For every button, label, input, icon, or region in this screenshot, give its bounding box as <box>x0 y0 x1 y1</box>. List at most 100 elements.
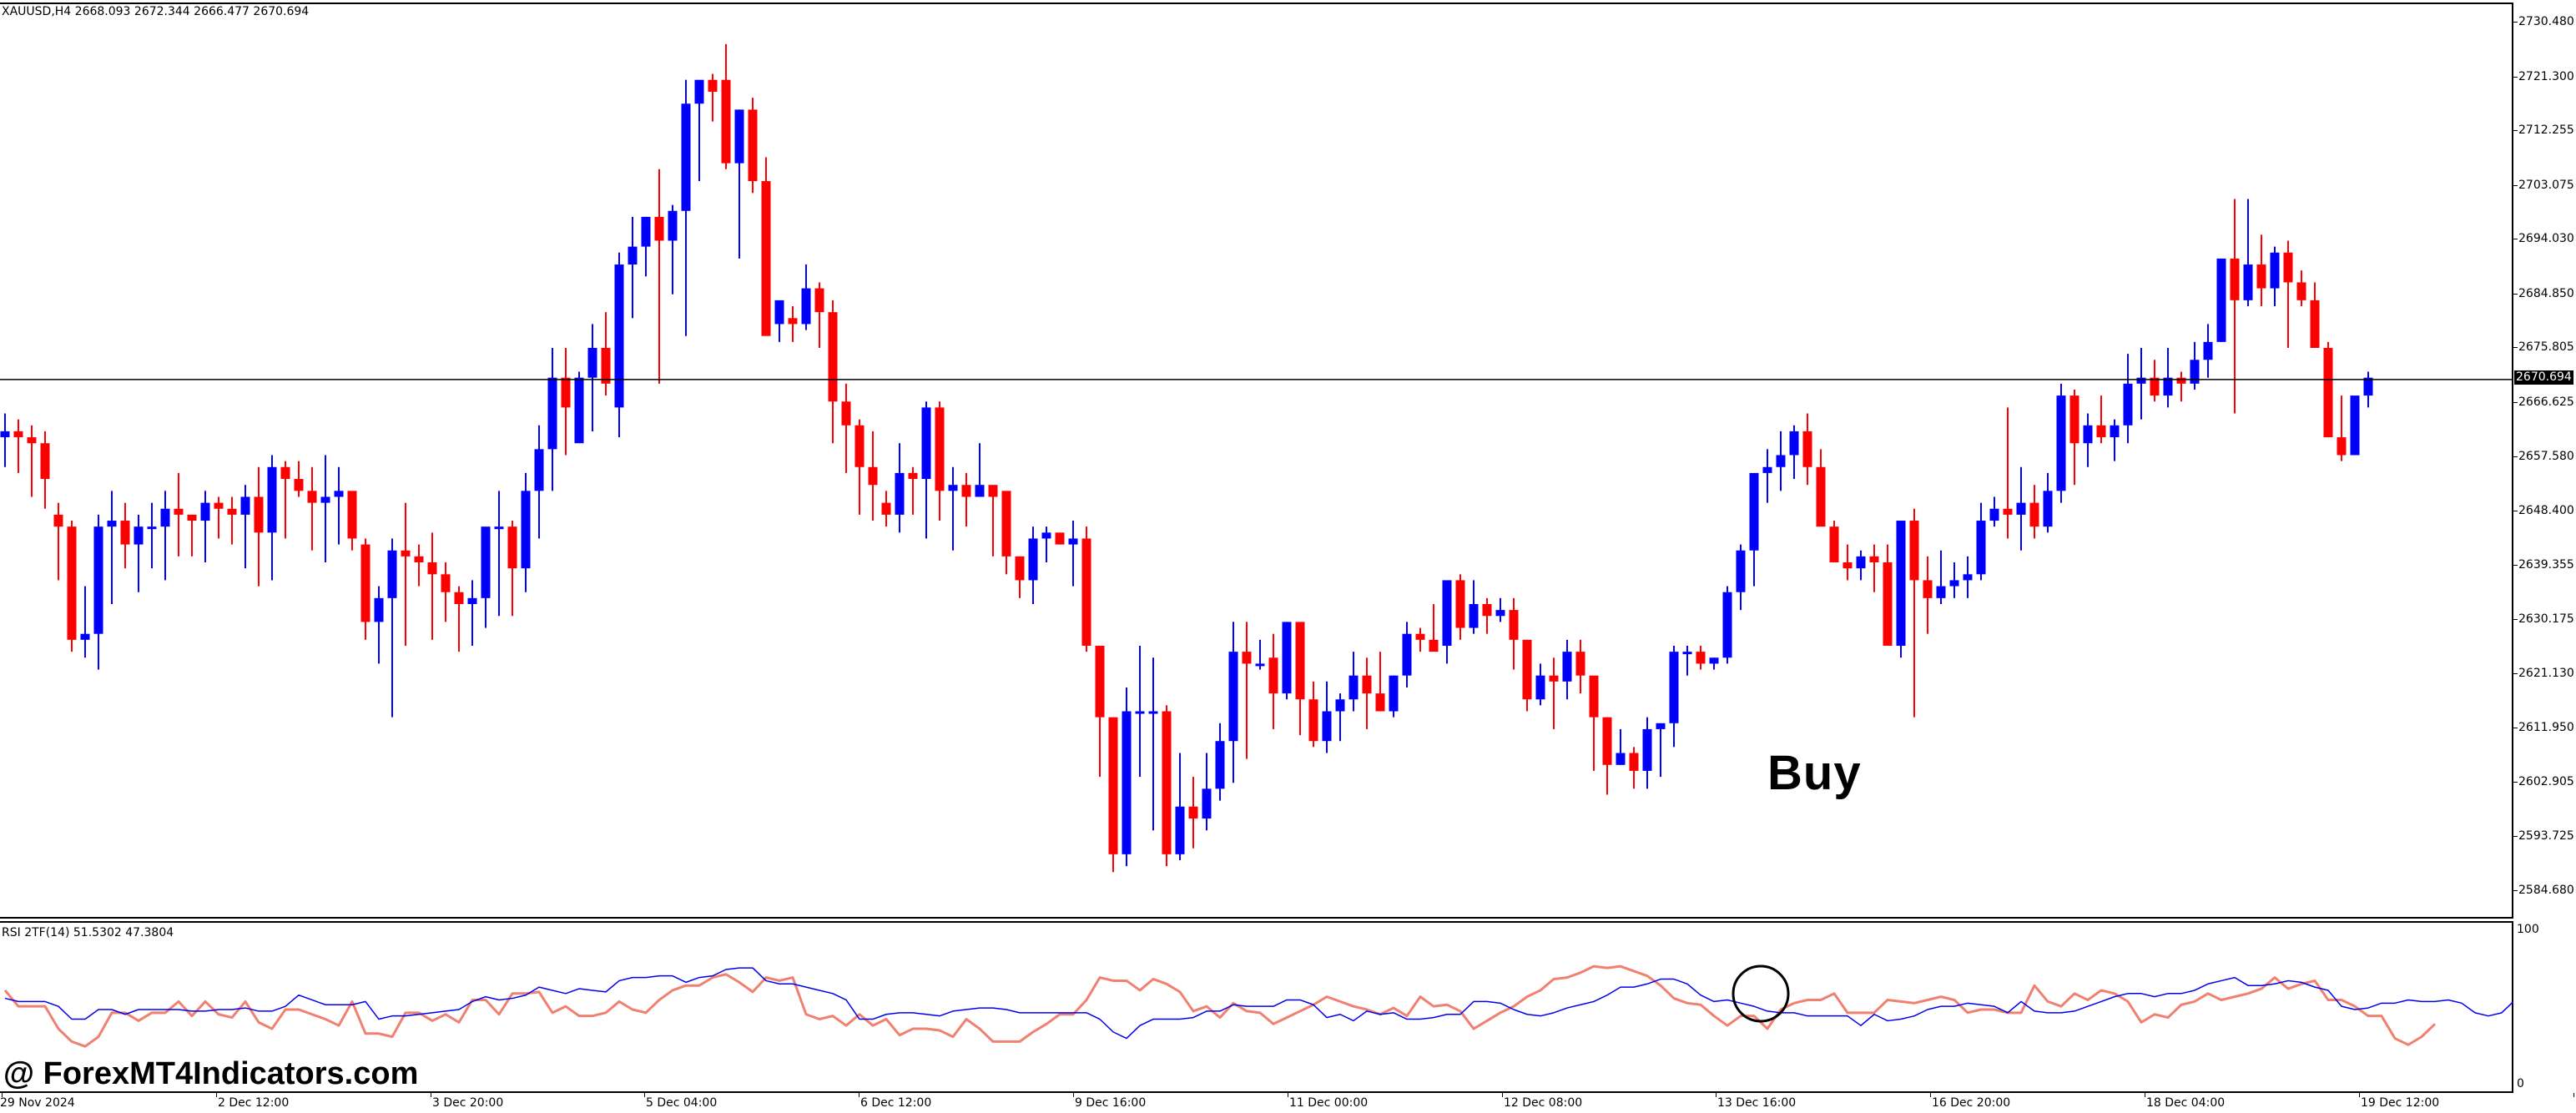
bearish-candle <box>2029 502 2039 527</box>
bullish-candle <box>1856 556 1866 569</box>
price-tick-label: 2657.580 <box>2518 449 2574 463</box>
bullish-candle <box>1963 574 1973 581</box>
bullish-candle <box>80 633 90 640</box>
bearish-candle <box>67 526 77 640</box>
time-tick-mark <box>644 1093 645 1097</box>
bearish-candle <box>2003 508 2013 515</box>
bearish-candle <box>708 79 718 92</box>
bullish-candle <box>1709 657 1719 664</box>
rsi-line-chart <box>3 964 2513 1048</box>
current-price-tag: 2670.694 <box>2514 370 2573 385</box>
bullish-candle <box>200 502 210 521</box>
bearish-candle <box>868 466 878 486</box>
bullish-candle <box>467 597 477 604</box>
bearish-candle <box>1375 693 1385 712</box>
bearish-candle <box>908 472 918 480</box>
price-tick-label: 2611.950 <box>2518 721 2574 735</box>
bearish-candle <box>1242 652 1252 664</box>
bearish-candle <box>748 109 758 182</box>
bullish-candle <box>2203 341 2213 360</box>
price-tick-label: 2730.480 <box>2518 15 2574 28</box>
bullish-candle <box>1789 431 1799 456</box>
bearish-candle <box>454 592 464 604</box>
time-tick-label: 5 Dec 04:00 <box>646 1096 718 1110</box>
rsi-indicator-panel[interactable] <box>0 921 2513 1093</box>
bearish-candle <box>27 437 37 444</box>
bullish-candle <box>387 550 397 598</box>
time-tick-label: 29 Nov 2024 <box>0 1096 75 1110</box>
time-tick-label: 11 Dec 00:00 <box>1289 1096 1369 1110</box>
bearish-candle <box>1081 538 1091 646</box>
bearish-candle <box>961 485 971 497</box>
bullish-candle <box>2363 377 2373 396</box>
bearish-candle <box>1522 639 1532 700</box>
bullish-candle <box>1028 538 1038 581</box>
bearish-candle <box>935 407 945 491</box>
bearish-candle <box>347 491 357 539</box>
crossover-highlight-circle <box>1732 964 1790 1023</box>
bullish-candle <box>694 79 704 104</box>
bullish-candle <box>1535 675 1545 700</box>
time-tick-label: 16 Dec 20:00 <box>1932 1096 2011 1110</box>
time-tick-label: 13 Dec 16:00 <box>1717 1096 1797 1110</box>
time-tick-mark <box>859 1093 860 1097</box>
rsi-scale-top: 100 <box>2517 923 2539 936</box>
bullish-candle <box>2243 264 2253 300</box>
bearish-candle <box>294 479 304 491</box>
price-tick-mark <box>2513 890 2518 891</box>
bullish-candle <box>1669 652 1679 723</box>
bullish-candle <box>1616 753 1626 765</box>
bearish-candle <box>2096 425 2106 438</box>
time-tick-label: 12 Dec 08:00 <box>1504 1096 1583 1110</box>
bearish-candle <box>40 443 50 480</box>
bearish-candle <box>1095 645 1105 718</box>
bullish-candle <box>1389 675 1399 712</box>
bearish-candle <box>227 508 237 515</box>
bullish-candle <box>1976 521 1986 575</box>
bearish-candle <box>2230 258 2240 300</box>
bearish-candle <box>841 401 851 426</box>
bearish-candle <box>1188 806 1198 819</box>
bullish-candle <box>2190 360 2200 384</box>
main-price-panel[interactable] <box>0 3 2513 919</box>
price-tick-mark <box>2513 130 2518 132</box>
bullish-candle <box>948 485 958 491</box>
bullish-candle <box>1762 466 1772 473</box>
bearish-candle <box>1055 532 1065 545</box>
price-tick-label: 2694.030 <box>2518 232 2574 246</box>
bullish-candle <box>1041 532 1051 539</box>
time-tick-mark <box>2 1093 3 1097</box>
bearish-candle <box>854 425 865 467</box>
bearish-candle <box>561 377 571 408</box>
bullish-candle <box>107 521 117 527</box>
time-tick-mark <box>1930 1093 1931 1097</box>
time-tick-mark <box>1502 1093 1503 1097</box>
bullish-candle <box>147 526 157 530</box>
time-tick-label: 6 Dec 12:00 <box>860 1096 932 1110</box>
bearish-candle <box>187 514 197 521</box>
price-tick-label: 2648.400 <box>2518 504 2574 518</box>
bearish-candle <box>1696 652 1706 664</box>
bullish-candle <box>1148 711 1158 714</box>
bullish-candle <box>734 109 744 164</box>
bearish-candle <box>601 347 611 384</box>
time-tick-label: 2 Dec 12:00 <box>218 1096 290 1110</box>
bearish-candle <box>1108 717 1118 854</box>
bearish-candle <box>2256 264 2266 289</box>
price-tick-mark <box>2513 456 2518 457</box>
bearish-candle <box>1268 657 1278 694</box>
bearish-candle <box>1909 521 1919 581</box>
bullish-candle <box>1896 521 1906 646</box>
time-tick-label: 9 Dec 16:00 <box>1075 1096 1147 1110</box>
bullish-candle <box>1656 723 1666 729</box>
bearish-candle <box>721 79 731 164</box>
price-tick-mark <box>2513 76 2518 78</box>
bearish-candle <box>1575 652 1585 676</box>
bearish-candle <box>1883 562 1893 646</box>
time-tick-label: 18 Dec 04:00 <box>2146 1096 2226 1110</box>
bearish-candle <box>1629 753 1639 771</box>
bullish-candle <box>160 508 170 527</box>
bearish-candle <box>401 550 411 556</box>
bullish-candle <box>494 526 504 530</box>
